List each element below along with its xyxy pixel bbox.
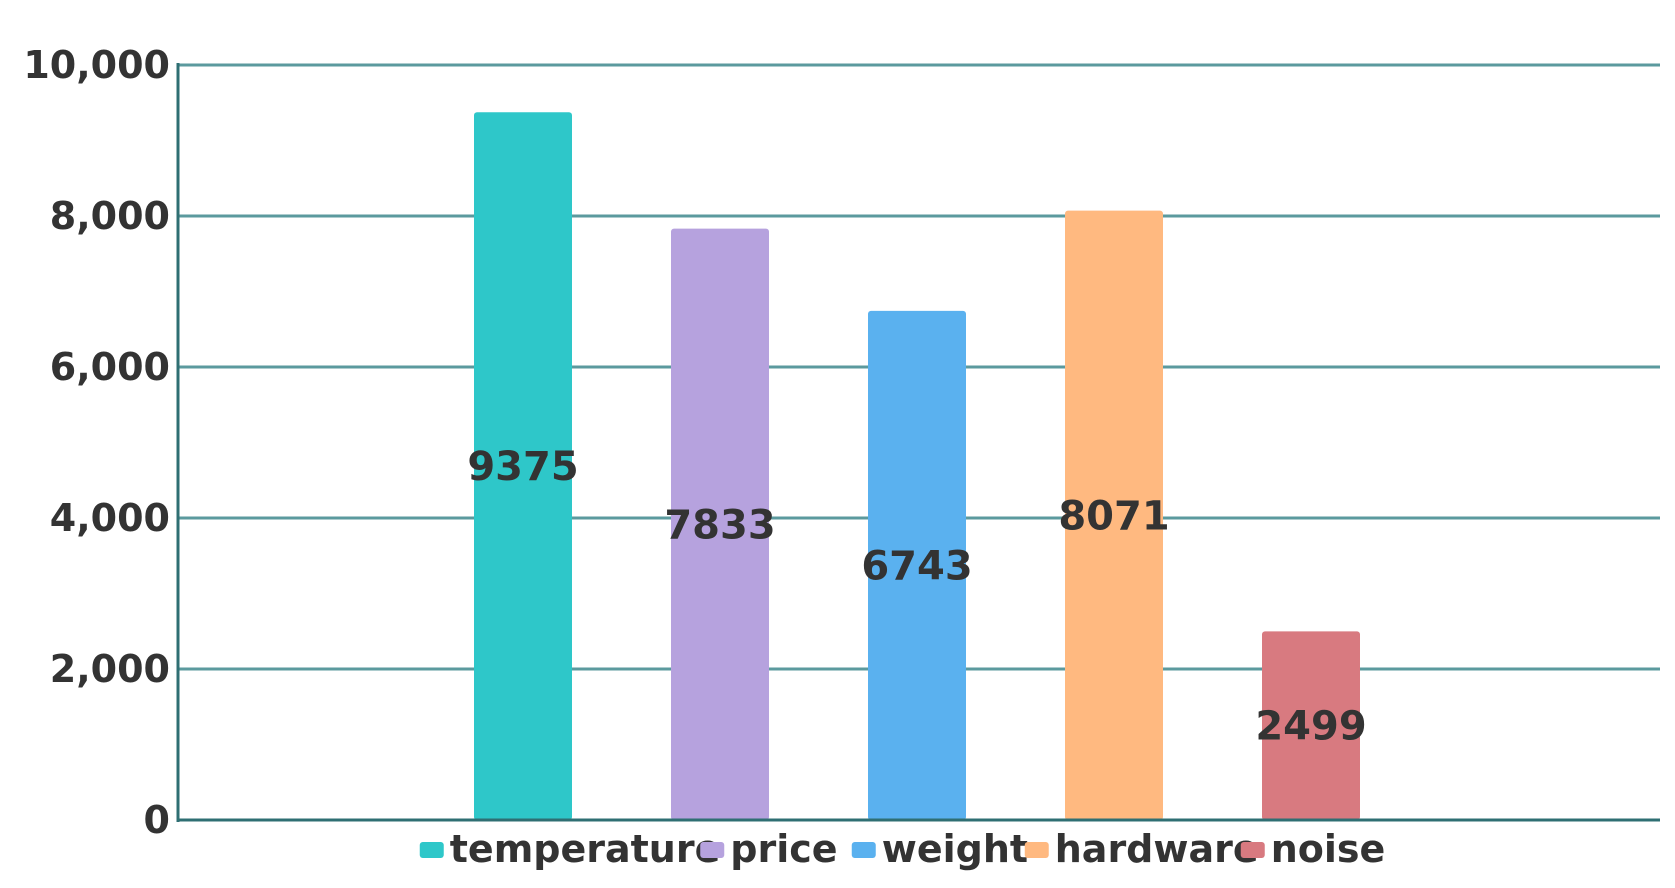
y-axis-ticks: 0 2,000 4,000 6,000 8,000 10,000 (23, 43, 170, 842)
y-tick-label: 10,000 (23, 43, 170, 87)
legend-label: price (730, 827, 837, 871)
data-label-noise: 2499 (1255, 704, 1366, 750)
bar-noise[interactable] (1262, 631, 1360, 820)
legend-item-weight[interactable]: weight (851, 827, 1028, 871)
data-label-weight: 6743 (861, 543, 972, 589)
data-label-hardware: 8071 (1058, 493, 1169, 539)
legend-label: noise (1271, 827, 1386, 871)
data-label-price: 7833 (664, 502, 775, 548)
legend-swatch (700, 842, 725, 858)
legend-label: weight (882, 827, 1028, 871)
bar-price[interactable] (671, 228, 769, 820)
y-tick-label: 0 (144, 798, 170, 842)
legend-swatch (1024, 842, 1049, 858)
legend-item-price[interactable]: price (700, 827, 838, 871)
legend-label: hardware (1055, 827, 1259, 871)
data-labels: 9375 7833 6743 8071 2499 (467, 444, 1366, 750)
y-tick-label: 6,000 (50, 345, 170, 389)
y-tick-label: 4,000 (50, 496, 170, 540)
y-tick-label: 8,000 (50, 194, 170, 238)
bar-temperature[interactable] (474, 112, 572, 820)
legend-swatch (419, 842, 444, 858)
legend-item-hardware[interactable]: hardware (1024, 827, 1259, 871)
bar-hardware[interactable] (1065, 210, 1163, 820)
legend-label: temperature (450, 827, 721, 871)
legend[interactable]: temperature price weight hardware noise (419, 827, 1386, 871)
y-tick-label: 2,000 (50, 647, 170, 691)
data-label-temperature: 9375 (467, 444, 578, 490)
bar-weight[interactable] (868, 310, 966, 820)
legend-item-temperature[interactable]: temperature (419, 827, 721, 871)
legend-swatch (1240, 842, 1265, 858)
bars (474, 112, 1360, 820)
legend-swatch (851, 842, 876, 858)
legend-item-noise[interactable]: noise (1240, 827, 1386, 871)
